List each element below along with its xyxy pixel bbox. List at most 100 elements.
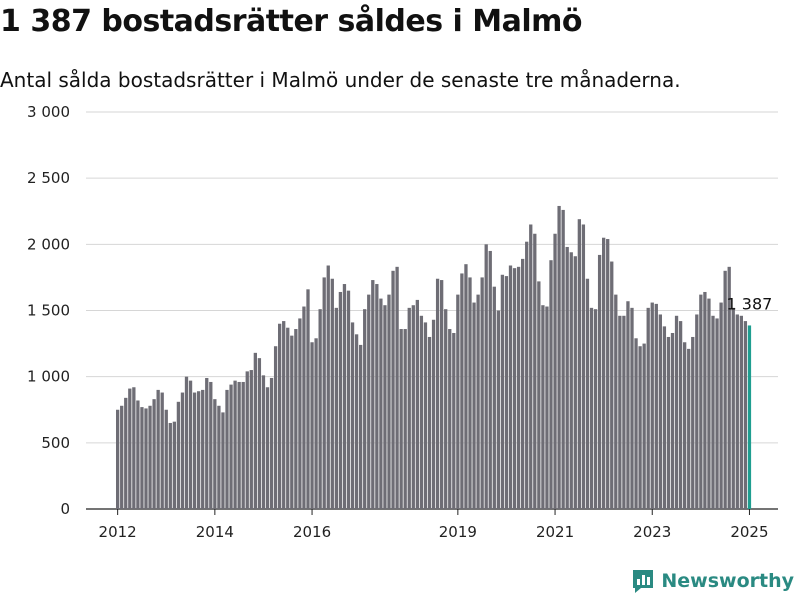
bar <box>318 309 322 509</box>
bar <box>415 299 419 509</box>
bar <box>735 314 739 509</box>
bar <box>504 276 509 509</box>
bar <box>342 284 347 509</box>
bar <box>176 401 181 509</box>
bar <box>363 309 367 509</box>
bar <box>711 315 715 509</box>
bar <box>326 265 330 509</box>
bar <box>480 277 484 509</box>
bar <box>610 261 614 509</box>
x-tick-label: 2014 <box>196 523 234 541</box>
bar <box>646 307 650 509</box>
bar <box>630 307 634 509</box>
bar <box>602 237 606 509</box>
bar <box>496 310 500 509</box>
bar <box>249 370 253 509</box>
bar <box>192 392 197 509</box>
y-tick-label: 0 <box>60 500 70 518</box>
bar <box>132 387 136 509</box>
bar <box>484 244 488 510</box>
bar <box>140 407 144 509</box>
bar <box>172 421 176 509</box>
latest-value-label: 1 387 <box>727 294 773 313</box>
bar <box>634 338 638 509</box>
bar <box>597 254 602 509</box>
bar <box>273 346 278 509</box>
bar <box>144 408 148 509</box>
x-tick-label: 2023 <box>633 523 671 541</box>
bar <box>152 399 156 509</box>
bar <box>184 376 189 509</box>
bar <box>423 322 428 509</box>
brand-name: Newsworthy <box>661 570 794 592</box>
chart-annotation: 1 387 <box>727 294 773 313</box>
bar <box>618 315 622 509</box>
bar <box>444 309 448 509</box>
bar <box>261 375 266 509</box>
bar <box>217 405 221 509</box>
bar <box>452 332 456 509</box>
bar <box>431 319 436 509</box>
bar <box>164 409 168 509</box>
y-axis-ticks: 0 500 1 000 1 500 2 000 2 500 3 000 <box>27 103 70 518</box>
bar <box>719 302 723 509</box>
bar <box>233 380 237 509</box>
bar <box>128 388 132 509</box>
bar <box>286 327 290 509</box>
y-tick-label: 3 000 <box>27 103 70 121</box>
bar <box>257 358 262 509</box>
bar <box>201 389 205 509</box>
bar <box>197 391 201 509</box>
bar <box>120 405 124 509</box>
bar <box>670 332 675 509</box>
bar <box>209 381 213 509</box>
bar <box>391 270 395 509</box>
bar <box>549 260 553 509</box>
bar <box>379 298 383 509</box>
bar <box>606 239 610 510</box>
page-title: 1 387 bostadsrätter såldes i Malmö <box>0 4 583 39</box>
y-tick-label: 1 500 <box>27 302 70 320</box>
bar <box>354 334 359 509</box>
bar <box>269 377 274 509</box>
bar <box>488 250 492 509</box>
bar <box>508 265 513 509</box>
bar <box>395 266 399 509</box>
bar <box>731 307 735 509</box>
bar <box>577 219 581 509</box>
bar <box>407 307 411 509</box>
bar <box>168 422 172 509</box>
bar <box>662 326 667 509</box>
bar <box>188 380 193 509</box>
bar <box>703 291 707 509</box>
bar <box>642 343 646 509</box>
bar <box>124 397 128 509</box>
x-tick-label: 2012 <box>99 523 137 541</box>
y-tick-label: 2 500 <box>27 169 70 187</box>
bar <box>282 321 286 509</box>
bar <box>691 336 695 509</box>
bar <box>419 315 424 509</box>
bar <box>687 348 691 509</box>
bar <box>387 294 391 509</box>
bar <box>512 268 517 509</box>
bar <box>525 241 529 510</box>
bar <box>367 294 371 509</box>
bar <box>557 205 561 509</box>
bar <box>334 307 338 509</box>
bar <box>346 290 351 509</box>
bar <box>573 256 577 509</box>
bar <box>440 280 444 509</box>
bar <box>116 409 120 509</box>
bar <box>338 291 343 509</box>
bar <box>739 315 743 509</box>
bar <box>468 277 472 509</box>
bar <box>290 335 294 509</box>
bar <box>180 392 185 509</box>
bar <box>403 329 407 509</box>
bar <box>589 307 594 509</box>
bar <box>359 344 363 509</box>
bar <box>330 278 334 509</box>
bar <box>306 289 310 509</box>
